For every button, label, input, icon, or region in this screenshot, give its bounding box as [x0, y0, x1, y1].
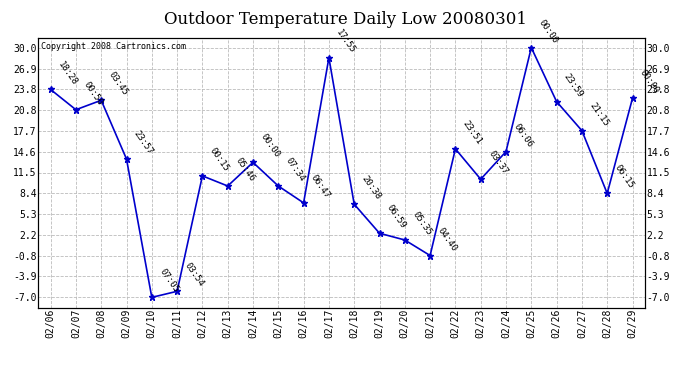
- Text: 07:34: 07:34: [284, 156, 306, 183]
- Text: 00:00: 00:00: [537, 18, 560, 45]
- Text: 06:15: 06:15: [613, 164, 635, 190]
- Text: Outdoor Temperature Daily Low 20080301: Outdoor Temperature Daily Low 20080301: [164, 11, 526, 28]
- Text: 21:15: 21:15: [587, 101, 610, 128]
- Text: 18:28: 18:28: [56, 60, 79, 87]
- Text: 00:00: 00:00: [259, 132, 282, 160]
- Text: 03:37: 03:37: [486, 149, 509, 177]
- Text: 23:57: 23:57: [132, 129, 155, 156]
- Text: 17:55: 17:55: [335, 28, 357, 55]
- Text: 20:38: 20:38: [359, 174, 382, 201]
- Text: 03:45: 03:45: [107, 70, 130, 98]
- Text: 00:50: 00:50: [81, 80, 104, 107]
- Text: 05:35: 05:35: [411, 210, 433, 237]
- Text: 23:59: 23:59: [562, 72, 585, 99]
- Text: 04:40: 04:40: [435, 226, 458, 253]
- Text: 00:00: 00:00: [638, 68, 661, 96]
- Text: 06:06: 06:06: [511, 122, 534, 149]
- Text: 05:46: 05:46: [233, 156, 256, 183]
- Text: 07:05: 07:05: [157, 267, 180, 295]
- Text: 03:54: 03:54: [183, 261, 206, 288]
- Text: 23:51: 23:51: [461, 119, 484, 146]
- Text: Copyright 2008 Cartronics.com: Copyright 2008 Cartronics.com: [41, 42, 186, 51]
- Text: 06:59: 06:59: [385, 203, 408, 231]
- Text: 00:15: 00:15: [208, 146, 230, 173]
- Text: 06:47: 06:47: [309, 173, 332, 200]
